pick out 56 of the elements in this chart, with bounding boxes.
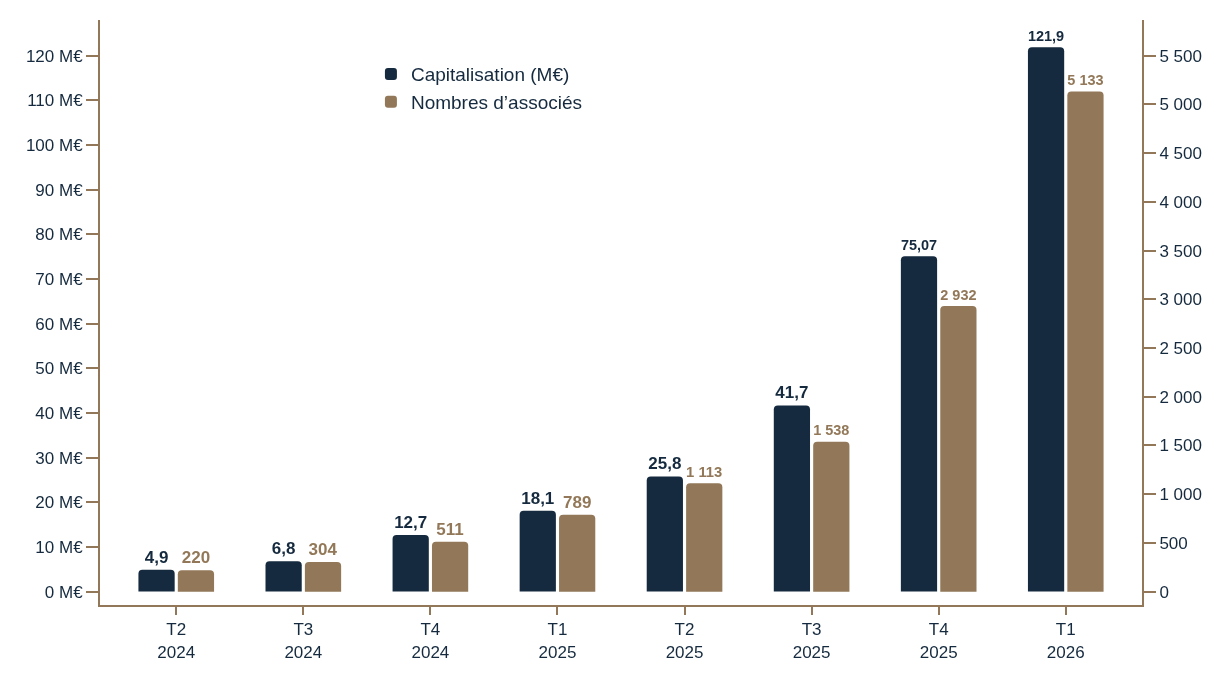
y-tick-label: 60 M€ <box>35 314 84 334</box>
y-tick-label: 20 M€ <box>35 493 84 513</box>
data-label: 2 932 <box>940 286 977 303</box>
legend-label: Nombres d’associés <box>410 92 582 114</box>
data-label: 220 <box>181 548 211 568</box>
y2-tick-label: 0 <box>1159 582 1169 602</box>
data-label: 6,8 <box>271 539 296 559</box>
data-label: 511 <box>436 519 464 539</box>
data-label: 1 113 <box>686 463 723 480</box>
x-tick-label: T4 2025 <box>919 620 958 662</box>
y-tick-label: 100 M€ <box>25 135 84 155</box>
x-tick-label: T3 2025 <box>792 620 831 662</box>
y2-tick-label: 1 000 <box>1159 485 1202 505</box>
data-label: 75,07 <box>900 236 938 253</box>
x-tick-label: T2 2024 <box>157 620 196 662</box>
y-tick-label: 10 M€ <box>35 537 84 557</box>
bar <box>392 534 429 592</box>
x-tick-label: T1 2025 <box>538 620 577 662</box>
y-tick-label: 30 M€ <box>35 448 84 468</box>
y2-tick-label: 3 000 <box>1159 290 1202 310</box>
x-tick-label: T1 2026 <box>1046 620 1085 662</box>
data-label: 18,1 <box>521 488 555 508</box>
x-tick-label: T4 2024 <box>411 620 450 662</box>
data-label: 41,7 <box>775 383 809 403</box>
bar <box>519 510 556 592</box>
y-tick-label: 40 M€ <box>35 403 84 423</box>
data-label: 12,7 <box>394 512 428 532</box>
y2-tick-label: 5 000 <box>1159 95 1202 115</box>
y2-tick-label: 1 500 <box>1159 436 1202 456</box>
y-tick-label: 90 M€ <box>35 180 84 200</box>
data-label: 4,9 <box>144 547 169 567</box>
bar <box>686 483 723 592</box>
x-tick-label: T3 2024 <box>284 620 323 662</box>
y-tick-label: 110 M€ <box>27 91 84 111</box>
y2-tick-label: 2 500 <box>1159 338 1202 358</box>
legend-label: Capitalisation (M€) <box>410 64 570 86</box>
y2-tick-label: 2 000 <box>1159 387 1202 407</box>
y-tick-label: 50 M€ <box>35 359 84 379</box>
y2-tick-label: 5 500 <box>1159 46 1202 66</box>
data-label: 5 133 <box>1067 72 1104 89</box>
y2-tick-label: 500 <box>1159 533 1188 553</box>
y-tick-label: 120 M€ <box>25 46 84 66</box>
data-label: 1 538 <box>813 422 850 439</box>
data-label: 789 <box>562 492 592 512</box>
y-tick-label: 70 M€ <box>35 269 84 289</box>
y2-tick-label: 3 500 <box>1159 241 1202 261</box>
x-tick-label: T2 2025 <box>665 620 704 662</box>
y-tick-label: 0 M€ <box>44 582 84 602</box>
y-tick-label: 80 M€ <box>35 225 84 245</box>
data-label: 304 <box>308 540 338 560</box>
bar <box>559 514 596 592</box>
y2-tick-label: 4 500 <box>1159 144 1202 164</box>
bar <box>646 476 683 592</box>
y2-tick-label: 4 000 <box>1159 192 1202 212</box>
data-label: 25,8 <box>648 454 682 474</box>
data-label: 121,9 <box>1027 27 1065 44</box>
